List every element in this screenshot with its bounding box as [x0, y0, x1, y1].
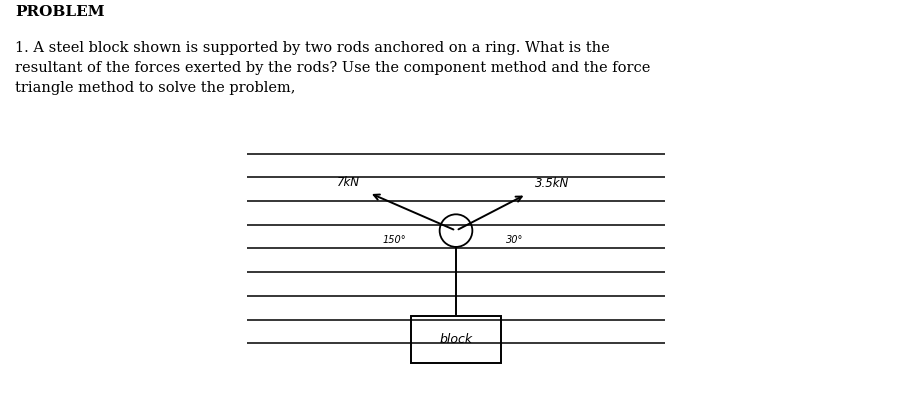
Bar: [410, 316, 501, 363]
Text: PROBLEM: PROBLEM: [15, 5, 105, 20]
Text: 30°: 30°: [506, 234, 523, 244]
Text: 3.5kN: 3.5kN: [535, 178, 568, 190]
Text: 1. A steel block shown is supported by two rods anchored on a ring. What is the
: 1. A steel block shown is supported by t…: [15, 41, 650, 95]
Text: 7kN: 7kN: [337, 176, 360, 189]
Text: block: block: [439, 333, 472, 346]
Text: 150°: 150°: [382, 234, 405, 244]
